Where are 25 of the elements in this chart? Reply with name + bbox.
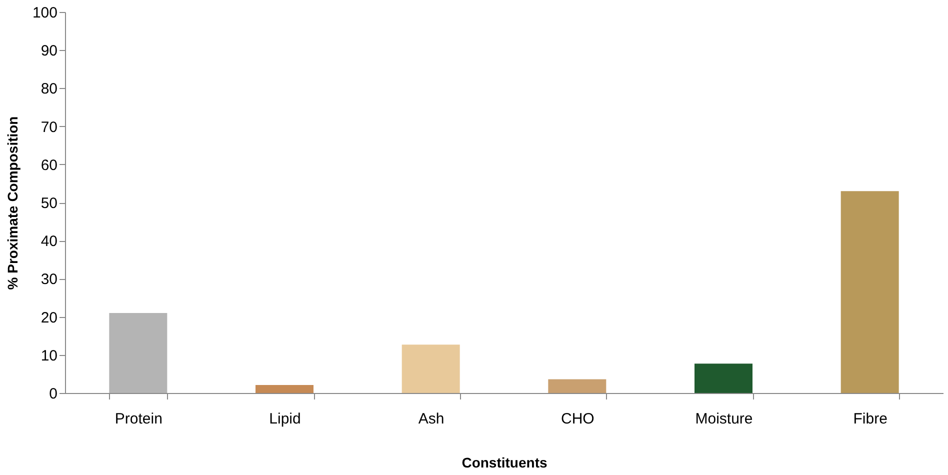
y-tick-label: 70 xyxy=(40,118,58,136)
y-tick-label: 50 xyxy=(40,195,58,212)
y-tick-label: 60 xyxy=(40,156,58,174)
bar xyxy=(548,379,606,393)
y-tick-label: 20 xyxy=(40,309,58,326)
y-tick-label: 10 xyxy=(40,347,58,364)
bar xyxy=(840,191,899,393)
y-tick-label: 90 xyxy=(40,42,58,60)
x-tick-label: Ash xyxy=(418,410,444,428)
y-tick-label: 0 xyxy=(49,386,58,402)
y-tick-label: 80 xyxy=(40,80,58,98)
y-tick-label: 30 xyxy=(40,271,58,288)
x-tick-label: Protein xyxy=(114,410,162,428)
bar xyxy=(402,344,460,393)
y-tick-label: 100 xyxy=(32,4,58,22)
bar xyxy=(256,385,314,393)
y-tick-label: 40 xyxy=(40,233,58,250)
x-tick-label: Lipid xyxy=(269,410,301,428)
x-tick-label: CHO xyxy=(560,410,594,428)
x-tick-label: Fibre xyxy=(853,410,888,428)
y-axis-title: % Proximate Composition xyxy=(4,116,20,290)
x-axis-title: Constituents xyxy=(462,454,548,470)
bar xyxy=(694,364,752,393)
bar xyxy=(109,312,168,393)
x-tick-label: Moisture xyxy=(695,410,753,428)
